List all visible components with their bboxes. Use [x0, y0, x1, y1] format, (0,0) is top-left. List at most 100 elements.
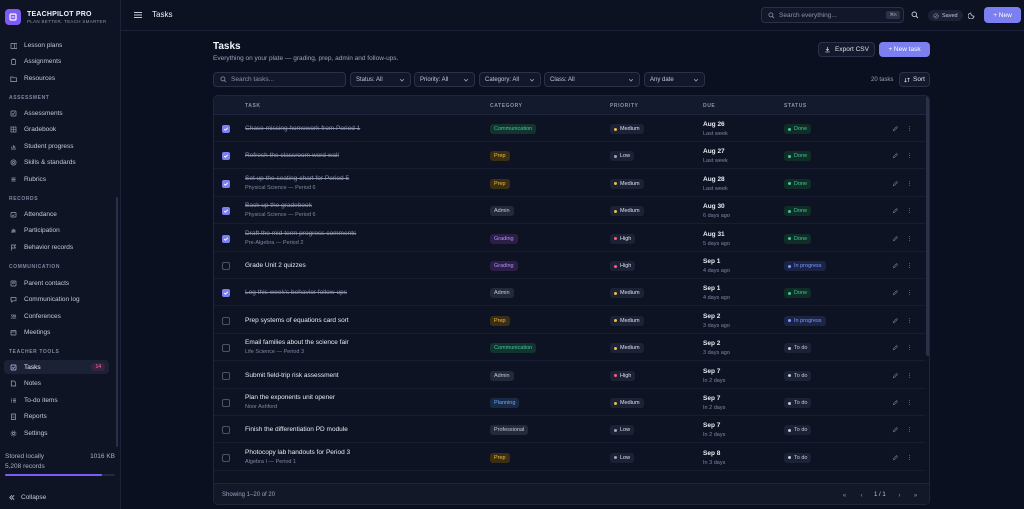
more-icon[interactable] — [906, 152, 913, 159]
task-search-input[interactable] — [231, 76, 341, 83]
new-task-button[interactable]: + New task — [879, 42, 930, 57]
sidebar-item-behavior-records[interactable]: Behavior records — [4, 240, 109, 254]
more-icon[interactable] — [906, 317, 913, 324]
edit-icon[interactable] — [892, 262, 899, 269]
sidebar-item-assignments[interactable]: Assignments — [4, 55, 109, 69]
global-search[interactable]: ⌘K — [761, 7, 904, 23]
edit-icon[interactable] — [892, 289, 899, 296]
more-icon[interactable] — [906, 235, 913, 242]
sidebar-item-tasks[interactable]: Tasks 14 — [4, 360, 109, 374]
last-page-button[interactable]: » — [913, 492, 918, 499]
table-row[interactable]: Back up the gradebook Physical Science —… — [214, 197, 925, 225]
sidebar-item-resources[interactable]: Resources — [4, 71, 109, 85]
task-checkbox[interactable] — [222, 453, 230, 462]
table-row[interactable]: Set up the seating chart for Period 5 Ph… — [214, 170, 925, 197]
sort-button[interactable]: Sort — [899, 72, 930, 87]
sidebar-item-student-progress[interactable]: Student progress — [4, 139, 109, 153]
task-title[interactable]: Photocopy lab handouts for Period 3 — [245, 448, 351, 456]
sidebar-item-skills-standards[interactable]: Skills & standards — [4, 156, 109, 170]
more-icon[interactable] — [906, 454, 913, 461]
collapse-button[interactable]: Collapse — [8, 494, 46, 501]
table-row[interactable]: Submit field-trip risk assessment Admin … — [214, 362, 925, 389]
search-icon-button[interactable] — [910, 10, 920, 20]
sidebar-item-attendance[interactable]: Attendance — [4, 207, 109, 221]
task-checkbox[interactable] — [222, 179, 230, 188]
task-title[interactable]: Chase missing homework from Period 1 — [245, 125, 361, 132]
header-priority[interactable]: PRIORITY — [610, 103, 639, 109]
theme-toggle[interactable] — [967, 10, 977, 20]
table-row[interactable]: Finish the differentiation PD module Pro… — [214, 416, 925, 444]
edit-icon[interactable] — [892, 454, 899, 461]
more-icon[interactable] — [906, 399, 913, 406]
task-title[interactable]: Back up the gradebook — [245, 202, 312, 210]
table-row[interactable]: Email families about the science fair Li… — [214, 334, 925, 362]
table-row[interactable]: Refresh the classroom word wall Prep Low… — [214, 142, 925, 170]
task-checkbox[interactable] — [222, 371, 230, 380]
sidebar-item-lesson-plans[interactable]: Lesson plans — [4, 38, 109, 52]
sidebar-item-conferences[interactable]: Conferences — [4, 309, 109, 323]
task-checkbox[interactable] — [222, 152, 230, 161]
task-checkbox[interactable] — [222, 207, 230, 216]
sidebar-item-participation[interactable]: Participation — [4, 224, 109, 238]
task-title[interactable]: Email families about the science fair — [245, 339, 349, 347]
more-icon[interactable] — [906, 125, 913, 132]
task-title[interactable]: Prep systems of equations card sort — [245, 316, 349, 324]
priority-filter[interactable]: Priority: All — [414, 72, 475, 87]
sidebar-item-to-do-items[interactable]: To-do items — [4, 393, 109, 407]
task-title[interactable]: Plan the exponents unit opener — [245, 394, 335, 401]
export-csv-button[interactable]: Export CSV — [818, 42, 875, 57]
task-title[interactable]: Set up the seating chart for Period 5 — [245, 174, 350, 182]
class-filter[interactable]: Class: All — [544, 72, 640, 87]
more-icon[interactable] — [906, 344, 913, 351]
task-checkbox[interactable] — [222, 399, 230, 407]
global-search-input[interactable] — [779, 11, 879, 19]
more-icon[interactable] — [906, 180, 913, 187]
task-checkbox[interactable] — [222, 262, 230, 270]
table-row[interactable]: Prep systems of equations card sort Prep… — [214, 307, 925, 334]
sidebar-item-rubrics[interactable]: Rubrics — [4, 172, 109, 186]
table-row[interactable]: Log this week's behavior follow-ups Admi… — [214, 279, 925, 307]
header-category[interactable]: CATEGORY — [490, 103, 523, 109]
status-filter[interactable]: Status: All — [350, 72, 411, 87]
more-icon[interactable] — [906, 372, 913, 379]
task-search[interactable] — [213, 72, 346, 87]
prev-page-button[interactable]: ‹ — [860, 492, 863, 499]
edit-icon[interactable] — [892, 344, 899, 351]
date-filter[interactable]: Any date — [644, 72, 705, 87]
header-due[interactable]: DUE — [703, 103, 716, 109]
task-checkbox[interactable] — [222, 344, 230, 353]
sidebar-item-assessments[interactable]: Assessments — [4, 106, 109, 120]
edit-icon[interactable] — [892, 372, 899, 379]
table-row[interactable]: Grade Unit 2 quizzes Grading High Sep 1 … — [214, 252, 925, 279]
edit-icon[interactable] — [892, 125, 899, 132]
brand[interactable]: TEACHPILOT PRO PLAN BETTER. TEACH SMARTE… — [5, 9, 106, 25]
edit-icon[interactable] — [892, 152, 899, 159]
header-status[interactable]: STATUS — [784, 103, 807, 109]
sidebar-item-notes[interactable]: Notes — [4, 377, 109, 391]
task-title[interactable]: Submit field-trip risk assessment — [245, 371, 339, 379]
task-checkbox[interactable] — [222, 316, 230, 325]
table-row[interactable]: Photocopy lab handouts for Period 3 Alge… — [214, 444, 925, 471]
sidebar-item-gradebook[interactable]: Gradebook — [4, 123, 109, 137]
sidebar-item-settings[interactable]: Settings — [4, 426, 109, 440]
more-icon[interactable] — [906, 262, 913, 269]
sidebar-item-parent-contacts[interactable]: Parent contacts — [4, 276, 109, 290]
sidebar-item-reports[interactable]: Reports — [4, 410, 109, 424]
more-icon[interactable] — [906, 289, 913, 296]
task-title[interactable]: Draft the mid-term progress comments — [245, 229, 357, 237]
new-button[interactable]: + New — [984, 7, 1021, 23]
edit-icon[interactable] — [892, 317, 899, 324]
task-checkbox[interactable] — [222, 289, 230, 298]
task-checkbox[interactable] — [222, 234, 230, 243]
sidebar-item-meetings[interactable]: Meetings — [4, 326, 109, 340]
first-page-button[interactable]: « — [842, 492, 847, 499]
task-title[interactable]: Log this week's behavior follow-ups — [245, 289, 348, 297]
more-icon[interactable] — [906, 426, 913, 433]
edit-icon[interactable] — [892, 426, 899, 433]
table-row[interactable]: Draft the mid-term progress comments Pre… — [214, 225, 925, 252]
task-title[interactable]: Grade Unit 2 quizzes — [245, 262, 306, 269]
task-title[interactable]: Refresh the classroom word wall — [245, 152, 339, 160]
task-title[interactable]: Finish the differentiation PD module — [245, 426, 348, 434]
table-row[interactable]: Chase missing homework from Period 1 Com… — [214, 115, 925, 142]
header-task[interactable]: TASK — [245, 103, 261, 109]
